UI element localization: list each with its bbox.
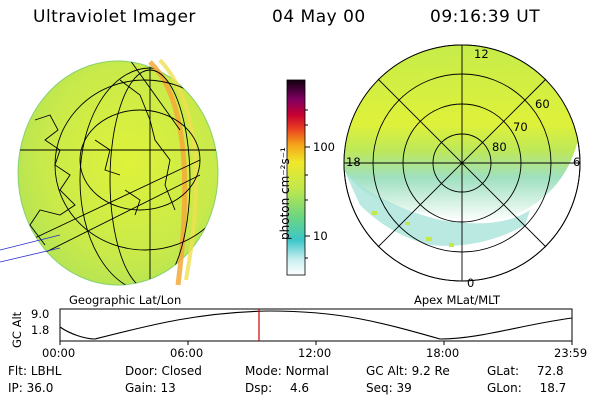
instrument-title: Ultraviolet Imager: [33, 7, 196, 27]
colorbar-unit-label: photon cm⁻²s⁻¹: [278, 147, 292, 240]
altitude-xtick-2359: 23:59: [554, 346, 588, 360]
mlt-label-6: 6: [573, 155, 581, 169]
altitude-ylabel: GC Alt: [10, 311, 24, 348]
footer-flt: Flt: LBHL: [8, 364, 62, 378]
altitude-xtick-1200: 12:00: [298, 346, 332, 360]
mlt-label-18: 18: [346, 155, 361, 169]
altitude-plot: [59, 308, 573, 345]
mlt-label-12: 12: [474, 47, 489, 61]
altitude-xtick-0000: 00:00: [42, 346, 76, 360]
footer-seq: Seq: 39: [366, 381, 412, 395]
colorbar-tick-10: 10: [313, 229, 328, 243]
footer-mode: Mode: Normal: [245, 364, 329, 378]
footer-gc-alt: GC Alt: 9.2 Re: [366, 364, 450, 378]
geo-panel-label: Geographic Lat/Lon: [69, 293, 182, 307]
altitude-ytick-1-8: 1.8: [31, 323, 50, 337]
footer-glat: GLat: 72.8: [487, 364, 564, 378]
altitude-ytick-9: 9.0: [31, 307, 50, 321]
footer-glon: GLon: 18.7: [487, 381, 567, 395]
footer-dsp: Dsp: 4.6: [245, 381, 310, 395]
footer-door: Door: Closed: [125, 364, 202, 378]
mlt-label-0: 0: [467, 276, 475, 290]
colorbar-tick-100: 100: [313, 140, 335, 154]
time-label: 09:16:39 UT: [430, 7, 541, 27]
polar-panel-label: Apex MLat/MLT: [414, 293, 501, 307]
footer-ip: IP: 36.0: [8, 381, 54, 395]
lat-label-70: 70: [513, 120, 528, 134]
date-label: 04 May 00: [272, 7, 366, 27]
colorbar: [286, 79, 310, 276]
footer-gain: Gain: 13: [125, 381, 176, 395]
polar-image-panel: [343, 44, 581, 282]
altitude-xtick-0600: 06:00: [170, 346, 204, 360]
lat-label-80: 80: [492, 140, 507, 154]
lat-label-60: 60: [535, 97, 550, 111]
altitude-xtick-1800: 18:00: [426, 346, 460, 360]
geographic-image-panel: [0, 58, 219, 286]
